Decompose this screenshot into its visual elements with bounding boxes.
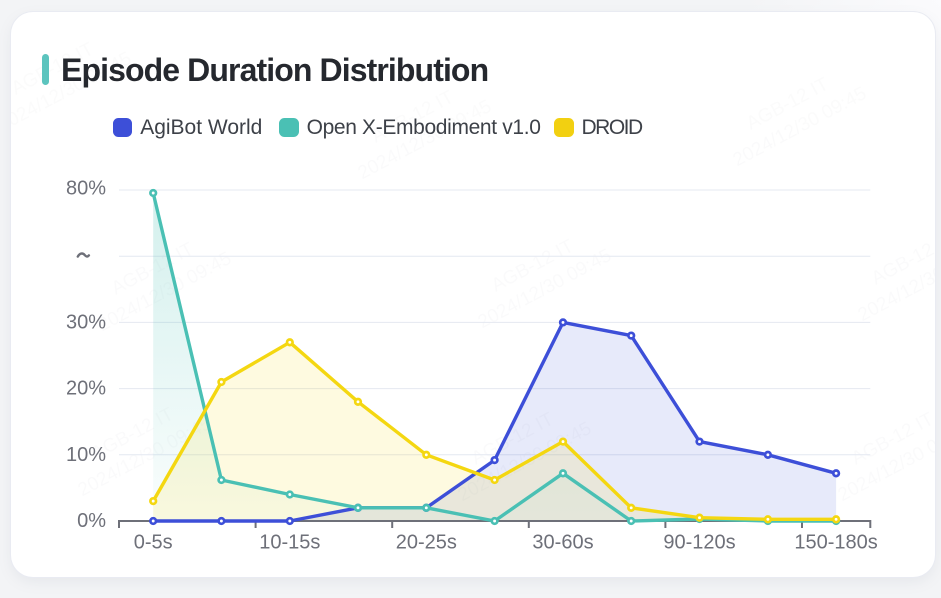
svg-text:30%: 30% (66, 311, 106, 333)
svg-text:10%: 10% (66, 444, 106, 466)
svg-text:30-60s: 30-60s (532, 532, 593, 554)
svg-text:90-120s: 90-120s (663, 532, 735, 554)
svg-text:150-180s: 150-180s (794, 532, 877, 554)
svg-text:20%: 20% (66, 378, 106, 400)
svg-text:0%: 0% (77, 510, 106, 532)
svg-text:20-25s: 20-25s (396, 532, 457, 554)
svg-text:10-15s: 10-15s (259, 532, 320, 554)
svg-text:0-5s: 0-5s (134, 532, 173, 554)
svg-text:80%: 80% (66, 177, 106, 199)
